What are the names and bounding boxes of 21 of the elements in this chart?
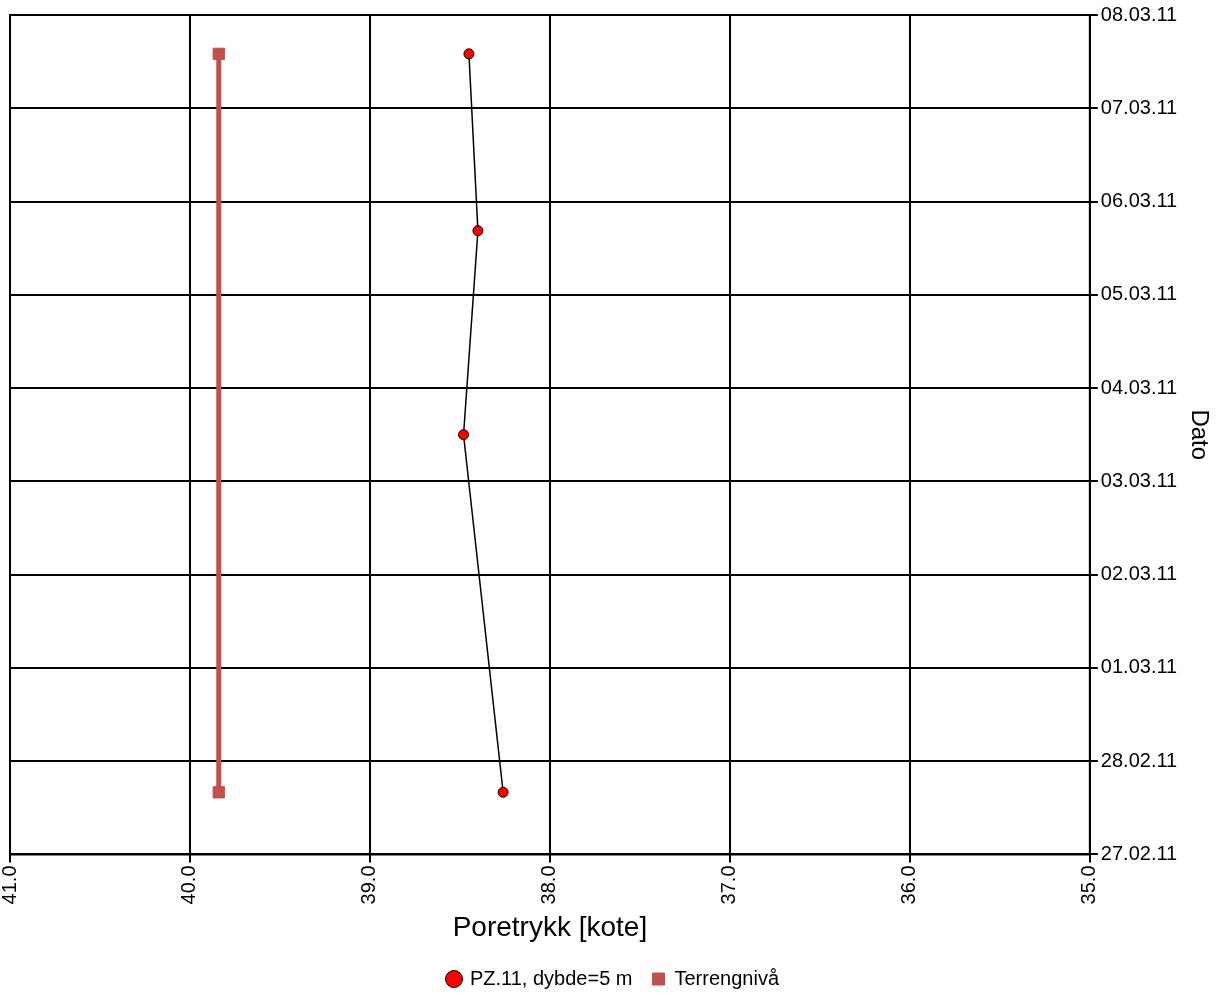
y-tick-label: 08.03.11 <box>1100 2 1178 25</box>
y-tick-label: 02.03.11 <box>1100 562 1178 585</box>
x-tick-label: 36.0 <box>897 865 920 905</box>
legend-label: PZ.11, dybde=5 m <box>470 966 633 989</box>
y-tick-label: 05.03.11 <box>1100 282 1178 305</box>
y-tick-label: 01.03.11 <box>1100 655 1178 678</box>
legend-label: Terrengnivå <box>674 966 780 989</box>
y-tick-label: 06.03.11 <box>1100 189 1178 212</box>
x-tick-label: 40.0 <box>177 865 200 905</box>
x-tick-label: 38.0 <box>537 865 560 905</box>
y-tick-label: 04.03.11 <box>1100 375 1178 398</box>
y-axis-title: Dato <box>1186 409 1214 461</box>
x-axis-title: Poretrykk [kote] <box>452 910 648 942</box>
y-tick-label: 27.02.11 <box>1100 841 1178 864</box>
x-tick-label: 41.0 <box>0 865 20 905</box>
x-tick-label: 35.0 <box>1077 865 1100 905</box>
x-tick-label: 39.0 <box>357 865 380 905</box>
y-tick-label: 28.02.11 <box>1100 748 1178 771</box>
y-tick-label: 03.03.11 <box>1100 468 1178 491</box>
x-tick-label: 37.0 <box>717 865 740 905</box>
y-tick-label: 07.03.11 <box>1100 95 1178 118</box>
